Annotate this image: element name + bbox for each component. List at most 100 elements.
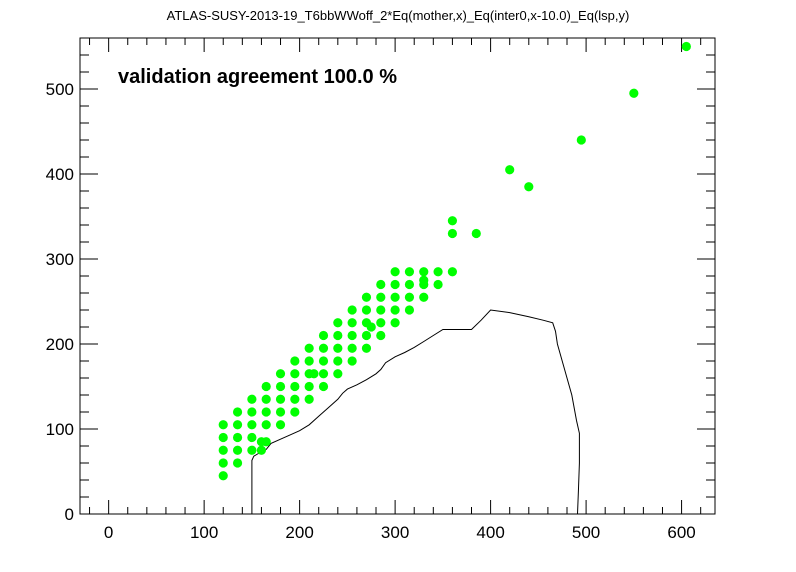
data-point xyxy=(218,420,228,430)
data-point xyxy=(290,394,300,404)
data-point xyxy=(361,292,372,302)
data-point xyxy=(376,305,386,315)
data-point xyxy=(404,279,415,290)
y-tick-label: 200 xyxy=(46,335,74,354)
data-point xyxy=(419,267,429,277)
data-point xyxy=(629,88,639,98)
data-point xyxy=(232,432,243,443)
data-point xyxy=(347,343,357,353)
data-point xyxy=(361,305,372,315)
data-point xyxy=(275,420,286,430)
y-tick-label: 100 xyxy=(46,420,74,439)
data-point xyxy=(419,292,429,302)
data-point xyxy=(447,216,458,226)
data-point xyxy=(390,279,400,290)
plot-frame xyxy=(79,37,716,515)
data-point xyxy=(361,330,372,341)
data-point xyxy=(290,381,300,392)
data-point xyxy=(366,322,376,332)
data-point xyxy=(333,343,343,353)
data-point xyxy=(333,356,343,366)
data-point xyxy=(275,407,286,417)
data-point xyxy=(576,135,586,145)
x-tick-label: 100 xyxy=(190,523,218,542)
x-tick-label: 300 xyxy=(381,523,409,542)
data-point xyxy=(261,420,271,430)
exclusion-contour xyxy=(251,309,580,515)
data-point xyxy=(218,471,228,481)
data-point xyxy=(681,41,691,52)
data-point xyxy=(471,228,481,239)
data-point xyxy=(524,182,534,192)
data-point xyxy=(232,407,243,417)
data-point xyxy=(247,445,257,455)
data-point xyxy=(333,318,343,328)
x-tick-label: 400 xyxy=(476,523,504,542)
data-point xyxy=(318,356,329,366)
data-point xyxy=(333,369,343,379)
data-point xyxy=(376,279,386,290)
x-tick-label: 0 xyxy=(104,523,113,542)
data-point xyxy=(275,381,286,392)
data-point xyxy=(232,420,243,430)
data-point xyxy=(433,279,443,290)
y-tick-label: 0 xyxy=(65,505,74,524)
chart-title: ATLAS-SUSY-2013-19_T6bbWWoff_2*Eq(mother… xyxy=(166,8,630,23)
data-point xyxy=(390,267,400,277)
y-tick-label: 400 xyxy=(46,165,74,184)
data-point xyxy=(404,267,415,277)
data-point xyxy=(433,267,443,277)
data-point xyxy=(347,330,357,341)
x-tick-label: 600 xyxy=(667,523,695,542)
data-point xyxy=(247,432,257,443)
data-point xyxy=(218,445,228,455)
data-point xyxy=(275,394,286,404)
data-point xyxy=(290,356,300,366)
data-point xyxy=(404,292,415,302)
data-point xyxy=(376,330,386,341)
data-point xyxy=(390,318,400,328)
data-point xyxy=(318,369,329,379)
data-point xyxy=(218,458,228,468)
data-point xyxy=(232,445,243,455)
data-point xyxy=(361,343,372,353)
data-point xyxy=(347,356,357,366)
data-point xyxy=(304,343,314,353)
data-point xyxy=(261,437,271,447)
data-point xyxy=(309,369,319,379)
data-point xyxy=(218,432,228,443)
x-tick-label: 500 xyxy=(572,523,600,542)
data-point xyxy=(261,407,271,417)
data-point xyxy=(290,407,300,417)
data-point xyxy=(290,369,300,379)
data-point xyxy=(318,381,329,392)
data-point xyxy=(304,394,314,404)
data-point xyxy=(232,458,243,468)
data-point xyxy=(447,228,458,239)
data-point xyxy=(261,381,271,392)
data-point xyxy=(318,343,329,353)
data-point xyxy=(256,445,267,455)
data-point xyxy=(333,330,343,341)
data-point xyxy=(376,318,386,328)
data-point xyxy=(419,275,429,285)
data-point xyxy=(505,165,515,175)
data-point xyxy=(447,267,458,277)
data-point xyxy=(275,369,286,379)
y-tick-label: 300 xyxy=(46,250,74,269)
data-point xyxy=(376,292,386,302)
data-point xyxy=(390,292,400,302)
validation-annotation: validation agreement 100.0 % xyxy=(118,66,398,88)
data-point xyxy=(347,318,357,328)
data-point xyxy=(247,394,257,404)
x-tick-label: 200 xyxy=(285,523,313,542)
data-point xyxy=(247,420,257,430)
data-point xyxy=(304,356,314,366)
y-tick-label: 500 xyxy=(46,80,74,99)
data-point xyxy=(390,305,400,315)
data-point xyxy=(304,381,314,392)
data-point xyxy=(404,305,415,315)
data-point xyxy=(347,305,357,315)
data-point xyxy=(247,407,257,417)
